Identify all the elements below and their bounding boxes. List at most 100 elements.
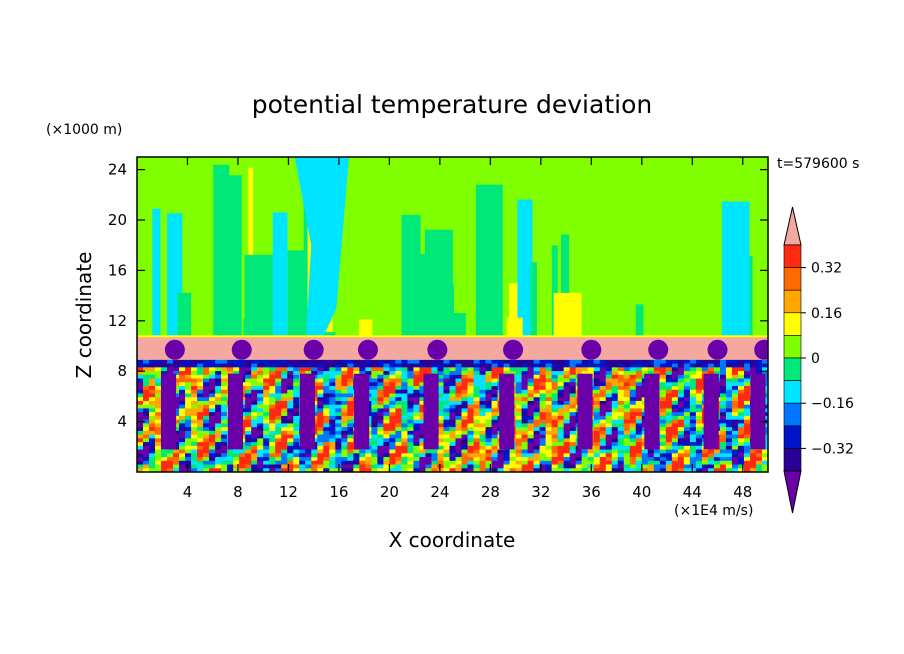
upper-streak	[551, 245, 558, 336]
field-cell	[581, 460, 589, 466]
field-cell	[209, 378, 216, 383]
field-cell	[431, 367, 439, 372]
field-cell	[221, 374, 228, 380]
field-cell	[359, 449, 366, 454]
field-cell	[305, 449, 312, 454]
colorbar-swatch	[783, 402, 802, 427]
field-cell	[323, 423, 330, 428]
field-cell	[143, 386, 150, 391]
field-cell	[389, 419, 397, 425]
field-cell	[449, 434, 457, 439]
field-cell	[449, 400, 457, 406]
field-cell	[635, 438, 643, 443]
field-cell	[329, 367, 336, 372]
field-cell	[335, 427, 342, 432]
field-cell	[527, 412, 535, 417]
field-cell	[635, 457, 643, 462]
field-cell	[137, 445, 144, 451]
field-cell	[221, 453, 228, 458]
colorbar-label: 0.32	[811, 261, 842, 277]
field-cell	[557, 445, 565, 451]
field-cell	[533, 371, 541, 376]
field-cell	[395, 415, 403, 421]
field-cell	[383, 419, 390, 425]
field-cell	[347, 412, 354, 417]
purple-blob	[303, 339, 324, 360]
field-cell	[587, 371, 595, 376]
field-cell	[683, 397, 691, 402]
field-cell	[221, 393, 228, 398]
field-cell	[437, 397, 445, 402]
field-cell	[743, 457, 751, 462]
field-cell	[173, 442, 180, 447]
field-cell	[623, 430, 631, 436]
field-cell	[257, 464, 264, 469]
field-cell	[287, 363, 294, 368]
field-cell	[191, 468, 198, 472]
field-cell	[467, 374, 475, 380]
field-cell	[653, 363, 661, 368]
field-cell	[563, 371, 571, 376]
field-cell	[329, 442, 336, 447]
field-cell	[605, 457, 613, 462]
field-cell	[155, 438, 162, 443]
field-cell	[179, 382, 186, 387]
field-cell	[563, 445, 571, 451]
field-cell	[515, 457, 523, 462]
field-cell	[683, 400, 691, 406]
field-cell	[665, 374, 673, 380]
field-cell	[593, 404, 601, 410]
purple-core	[703, 373, 719, 450]
field-cell	[557, 363, 565, 368]
field-cell	[263, 412, 270, 417]
field-cell	[521, 404, 529, 410]
field-cell	[695, 363, 703, 368]
field-cell	[137, 434, 144, 439]
field-cell	[485, 419, 493, 425]
field-cell	[611, 464, 619, 469]
field-cell	[257, 457, 264, 462]
field-cell	[557, 412, 565, 417]
field-cell	[455, 457, 463, 462]
field-cell	[239, 359, 246, 365]
field-cell	[377, 423, 384, 428]
field-cell	[545, 427, 553, 432]
x-tick-label: 20	[380, 483, 399, 501]
field-cell	[761, 453, 768, 458]
field-cell	[629, 438, 637, 443]
field-cell	[383, 404, 390, 410]
field-cell	[191, 389, 198, 395]
field-cell	[221, 434, 228, 439]
field-cell	[377, 359, 384, 365]
field-cell	[659, 378, 667, 383]
field-cell	[569, 374, 577, 380]
field-cell	[623, 389, 631, 395]
field-cell	[185, 404, 192, 410]
field-cell	[371, 430, 378, 436]
field-cell	[599, 393, 607, 398]
field-cell	[635, 371, 643, 376]
field-cell	[221, 419, 228, 425]
field-cell	[551, 464, 559, 469]
field-cell	[719, 468, 727, 472]
field-cell	[749, 359, 757, 365]
field-cell	[461, 434, 469, 439]
field-cell	[221, 363, 228, 368]
field-cell	[527, 457, 535, 462]
field-cell	[683, 386, 691, 391]
field-cell	[659, 374, 667, 380]
field-cell	[401, 371, 409, 376]
field-cell	[263, 371, 270, 376]
field-cell	[197, 453, 204, 458]
field-cell	[407, 423, 415, 428]
field-cell	[539, 415, 547, 421]
field-cell	[731, 457, 739, 462]
field-cell	[485, 393, 493, 398]
field-cell	[611, 382, 619, 387]
field-cell	[551, 430, 559, 436]
field-cell	[545, 412, 553, 417]
field-cell	[257, 386, 264, 391]
field-cell	[143, 371, 150, 376]
field-cell	[377, 367, 384, 372]
field-cell	[623, 393, 631, 398]
